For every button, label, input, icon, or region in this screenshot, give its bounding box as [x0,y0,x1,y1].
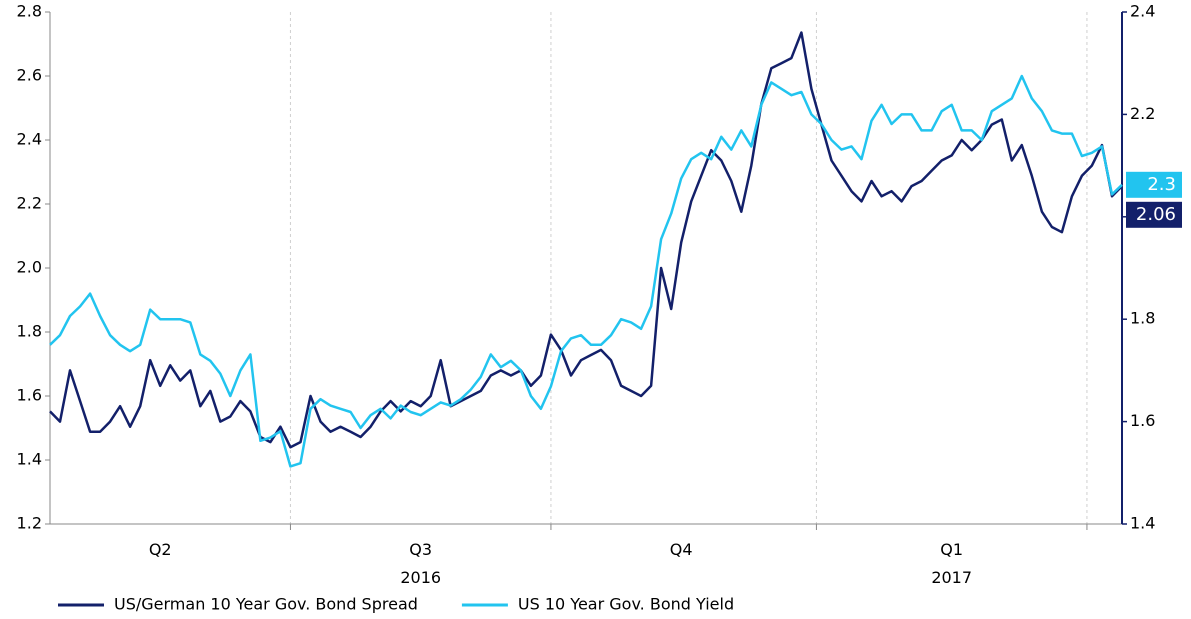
x-tick-label-line: 2017 [931,568,972,587]
x-tick-label-line: 2016 [400,568,441,587]
y2-tick-label: 1.8 [1130,309,1155,328]
y-tick-label: 2.6 [17,66,42,85]
end-label: 2.3 [1147,174,1176,195]
end-label: 2.06 [1136,204,1176,225]
series-line [49,31,1123,449]
end-label-box [1126,171,1182,198]
x-tick-label: Q2 [149,540,172,559]
x-tick-label: Q3 2016 [400,540,441,587]
y-tick-label: 2.4 [17,130,42,149]
legend-label: US/German 10 Year Gov. Bond Spread [114,595,418,614]
x-tick-label: Q4 [670,540,693,559]
x-tick-label-line: Q2 [149,540,172,559]
y-tick-label: 1.8 [17,322,42,341]
y2-tick-label: 2.4 [1130,2,1155,21]
x-tick-label-line: Q3 [409,540,432,559]
y2-tick-label: 1.6 [1130,411,1155,430]
end-label-box [1126,201,1182,228]
x-tick-label-line: Q1 [940,540,963,559]
x-tick-label-line: Q4 [670,540,693,559]
y-tick-label: 1.2 [17,514,42,533]
y2-tick-label: 2.2 [1130,104,1155,123]
x-tick-label: Q1 2017 [931,540,972,587]
y-tick-label: 1.4 [17,450,42,469]
series-line [49,74,1123,468]
y-tick-label: 2.8 [17,2,42,21]
y-tick-label: 2.0 [17,258,42,277]
y-tick-label: 1.6 [17,386,42,405]
legend-label: US 10 Year Gov. Bond Yield [518,595,734,614]
y-tick-label: 2.2 [17,194,42,213]
y2-tick-label: 1.4 [1130,514,1155,533]
